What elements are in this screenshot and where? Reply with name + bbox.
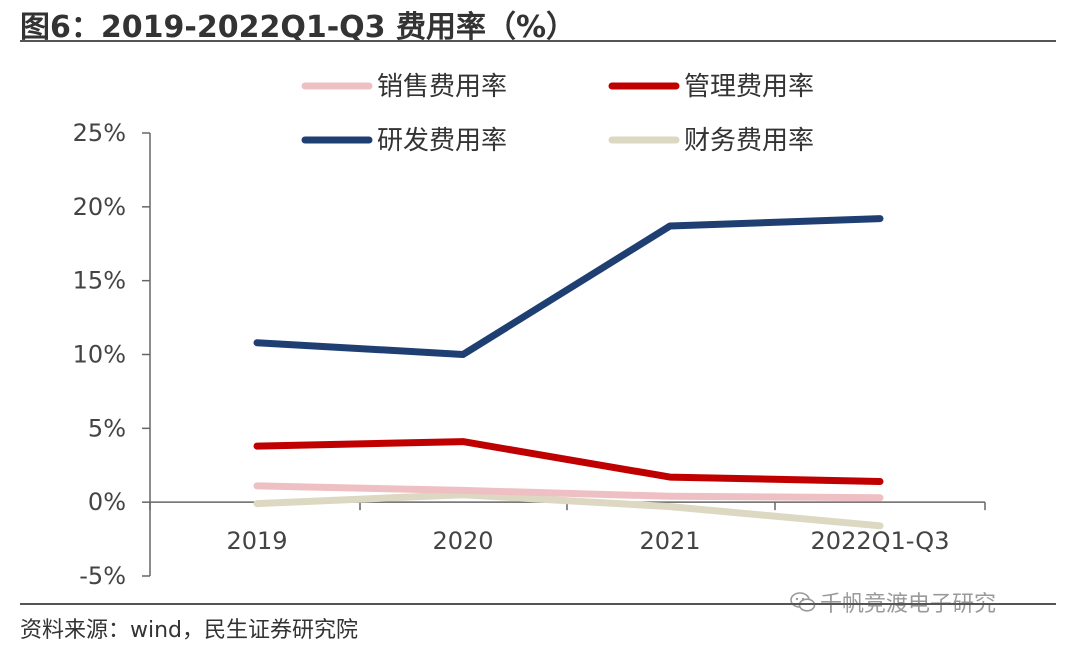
watermark-text: 千帆竞渡电子研究 [820,592,997,617]
series-line-3 [253,215,884,358]
y-tick-label: 15% [73,267,126,295]
legend-label-3: 研发费用率 [377,126,507,156]
x-tick-label: 2021 [639,527,700,555]
x-tick-label: 2020 [432,527,493,555]
y-tick-label: 20% [73,193,126,221]
source-note: 资料来源：wind，民生证券研究院 [20,618,359,643]
y-tick-label: 0% [88,488,126,516]
x-tick-label: 2019 [226,527,287,555]
series-lines [253,215,884,530]
y-tick-label: 5% [88,414,126,442]
y-tick-label: 25% [73,119,126,147]
series-line-1 [253,482,884,502]
bottom-divider [20,603,1056,605]
series-line-2 [253,438,884,485]
legend-label-1: 销售费用率 [377,72,507,102]
watermark: 千帆竞渡电子研究 [790,586,996,618]
series-line-4 [253,491,884,530]
legend-label-2: 管理费用率 [684,72,814,102]
axes: 25% 20% 15% 10% 5% 0% -5% 2019 2020 2021 2022Q1-Q3 [73,119,986,590]
x-tick-label: 2022Q1-Q3 [811,527,950,555]
wechat-icon [790,592,816,612]
top-divider [20,40,1056,42]
y-tick-label: 10% [73,341,126,369]
chart-title: 图6：2019-2022Q1-Q3 费用率（%） [20,10,577,45]
legend-label-4: 财务费用率 [684,126,814,156]
y-tick-label: -5% [79,562,126,590]
